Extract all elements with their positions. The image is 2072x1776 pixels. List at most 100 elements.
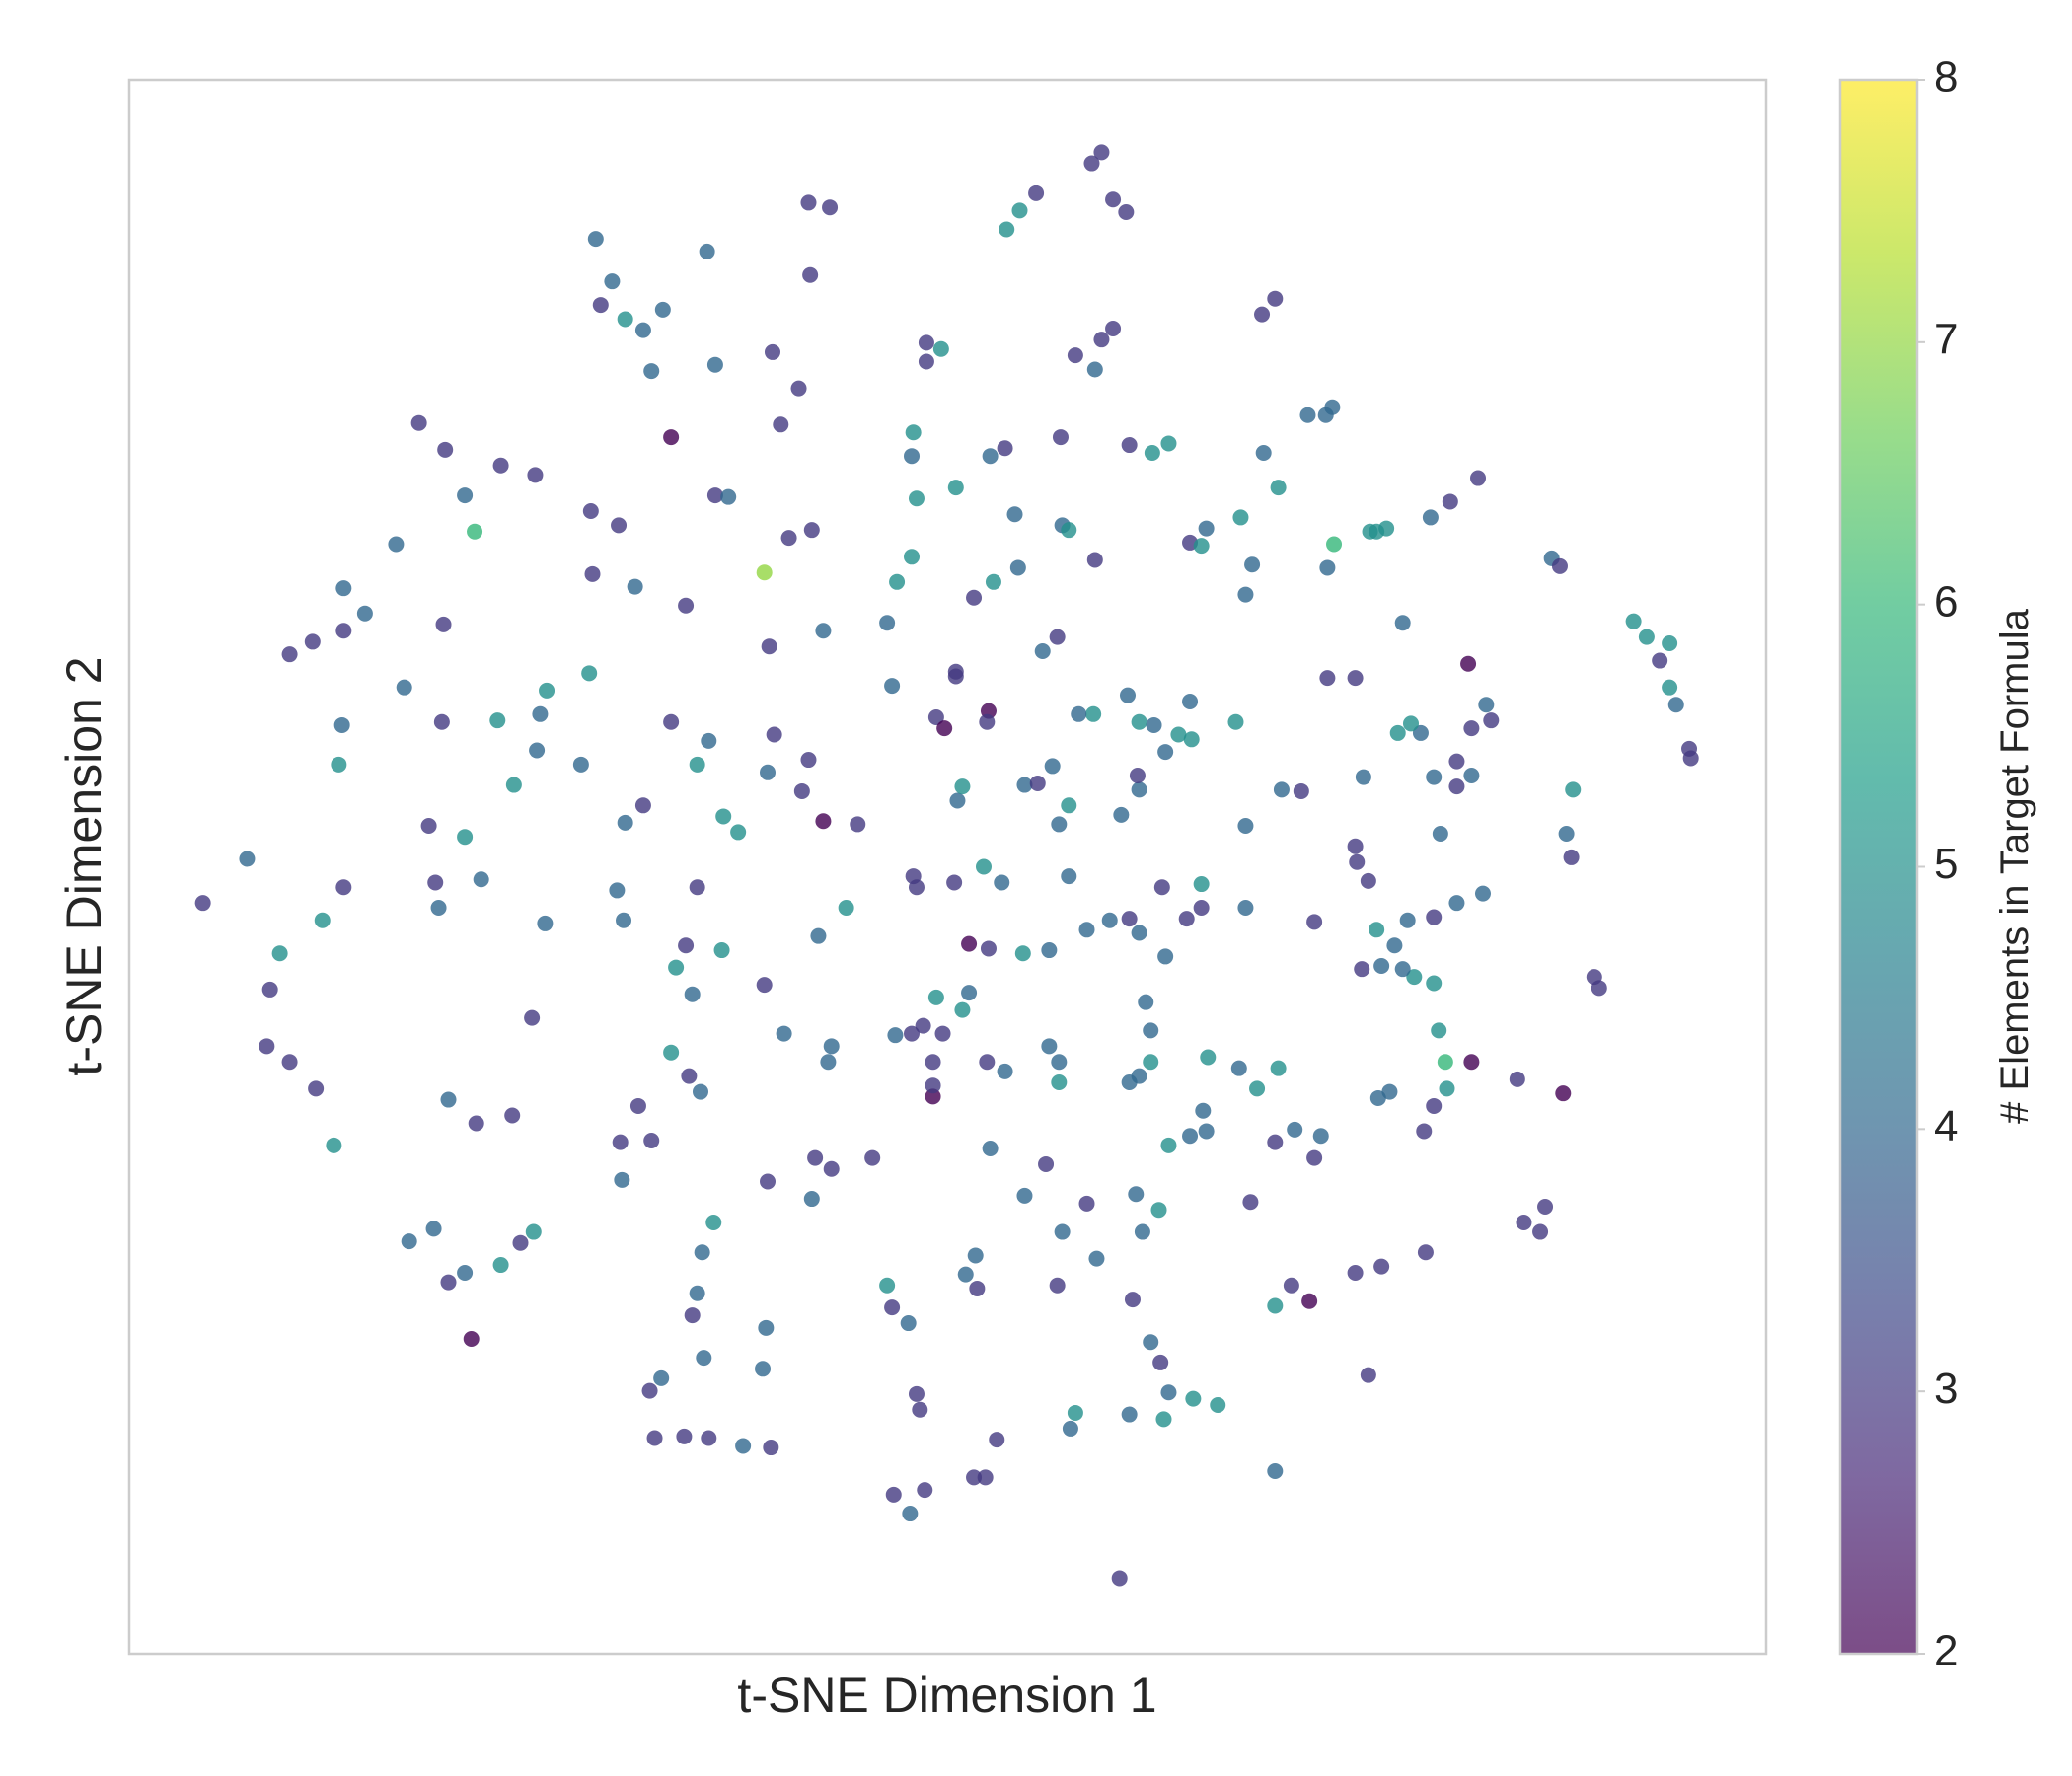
point xyxy=(997,1063,1013,1079)
point xyxy=(1394,961,1411,978)
point xyxy=(1287,1121,1303,1138)
point xyxy=(1071,705,1087,722)
point xyxy=(1160,435,1177,452)
point xyxy=(912,1401,928,1418)
point xyxy=(763,1440,779,1456)
colorbar-tick-label: 5 xyxy=(1934,840,1958,888)
point xyxy=(884,678,901,695)
point xyxy=(1254,306,1271,323)
colorbar-tick-label: 7 xyxy=(1934,315,1958,363)
point xyxy=(281,646,298,663)
point xyxy=(335,879,352,896)
point xyxy=(1128,1186,1145,1203)
point xyxy=(537,915,554,931)
point xyxy=(617,814,633,831)
point xyxy=(634,322,651,338)
point xyxy=(925,1088,941,1105)
point xyxy=(1062,1420,1078,1437)
point xyxy=(1662,679,1678,696)
point xyxy=(1028,185,1045,201)
point xyxy=(1210,1396,1226,1413)
point xyxy=(1652,652,1668,669)
point xyxy=(701,1430,717,1446)
point xyxy=(699,243,715,259)
point xyxy=(1319,670,1336,687)
point xyxy=(713,942,730,959)
point xyxy=(1049,1277,1066,1294)
point xyxy=(1591,980,1607,997)
point xyxy=(790,380,807,397)
colorbar-tick-label: 3 xyxy=(1934,1365,1958,1413)
point xyxy=(1463,720,1480,737)
point xyxy=(654,301,671,318)
point xyxy=(1448,753,1465,770)
point xyxy=(850,816,866,833)
point xyxy=(676,1428,693,1444)
point xyxy=(1237,899,1254,916)
point xyxy=(1200,1049,1217,1066)
point xyxy=(802,266,819,283)
point xyxy=(641,1382,658,1399)
point xyxy=(678,937,695,954)
point xyxy=(1152,1354,1169,1370)
point xyxy=(1230,1060,1247,1076)
point xyxy=(1016,1187,1033,1204)
colorbar-tick-label: 2 xyxy=(1934,1627,1958,1675)
point xyxy=(735,1438,752,1454)
point xyxy=(800,752,817,769)
plot-frame xyxy=(127,78,1768,1656)
point xyxy=(761,638,777,655)
point xyxy=(949,792,966,809)
point xyxy=(1121,437,1138,454)
point xyxy=(1088,1250,1105,1267)
point xyxy=(1270,1060,1287,1076)
point xyxy=(587,231,604,248)
point xyxy=(1326,536,1343,553)
point xyxy=(1432,826,1448,843)
point xyxy=(720,488,737,505)
point xyxy=(1682,750,1699,767)
point xyxy=(1347,1265,1364,1282)
point xyxy=(1121,911,1138,927)
point xyxy=(689,879,705,896)
point xyxy=(1121,1406,1138,1423)
point xyxy=(314,912,331,928)
point xyxy=(1270,480,1287,496)
point xyxy=(936,720,953,737)
point xyxy=(1101,912,1118,928)
point xyxy=(1426,909,1443,925)
point xyxy=(1422,509,1439,526)
point xyxy=(1061,868,1077,885)
point xyxy=(1555,1085,1572,1102)
point xyxy=(1029,775,1046,791)
point xyxy=(259,1038,275,1055)
point xyxy=(954,778,971,795)
point xyxy=(706,487,723,504)
point xyxy=(463,1331,480,1347)
point xyxy=(918,353,934,370)
point xyxy=(927,989,944,1005)
point xyxy=(1369,922,1385,938)
point xyxy=(1144,445,1160,462)
point xyxy=(885,1486,902,1503)
point xyxy=(1078,922,1095,938)
point xyxy=(1638,629,1655,645)
point xyxy=(1463,767,1480,783)
point xyxy=(800,194,817,211)
point xyxy=(917,1482,933,1499)
point xyxy=(663,713,680,730)
point xyxy=(582,503,599,520)
point xyxy=(1086,361,1103,378)
point xyxy=(961,985,978,1001)
point xyxy=(678,597,695,614)
point xyxy=(694,1244,710,1261)
point xyxy=(1662,635,1678,652)
point xyxy=(1360,1367,1376,1383)
point xyxy=(440,1274,457,1291)
point xyxy=(823,1038,840,1055)
point xyxy=(1129,767,1146,783)
point xyxy=(194,895,211,912)
point xyxy=(1299,407,1316,423)
point xyxy=(1111,1570,1128,1587)
